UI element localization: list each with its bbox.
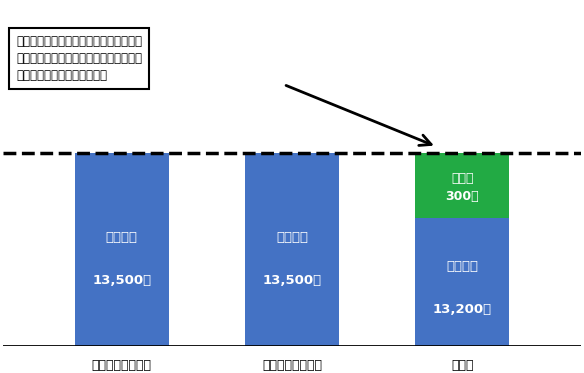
Text: 基準価額: 基準価額 (276, 232, 308, 244)
Text: 基準価額＋分配金の合計額は購入時の基
準価額と同じだが、基準価額は購入時の
基準価額を下回ることになる: 基準価額＋分配金の合計額は購入時の基 準価額と同じだが、基準価額は購入時の 基準… (16, 35, 142, 82)
Bar (415, 153, 509, 217)
Bar (75, 153, 169, 347)
Text: 13,200円: 13,200円 (433, 304, 492, 316)
Text: 300円: 300円 (446, 189, 479, 203)
Text: 決算日の前営業日: 決算日の前営業日 (262, 359, 322, 372)
Bar (415, 217, 509, 347)
Text: 決算日: 決算日 (451, 359, 474, 372)
Text: 分配金: 分配金 (451, 172, 474, 185)
Text: 基準価額: 基準価額 (446, 260, 478, 273)
Text: 購入時の前営業日: 購入時の前営業日 (92, 359, 152, 372)
Text: 基準価額: 基準価額 (106, 232, 138, 244)
Bar (245, 153, 339, 347)
Text: 13,500円: 13,500円 (262, 275, 322, 288)
Text: 13,500円: 13,500円 (92, 275, 151, 288)
